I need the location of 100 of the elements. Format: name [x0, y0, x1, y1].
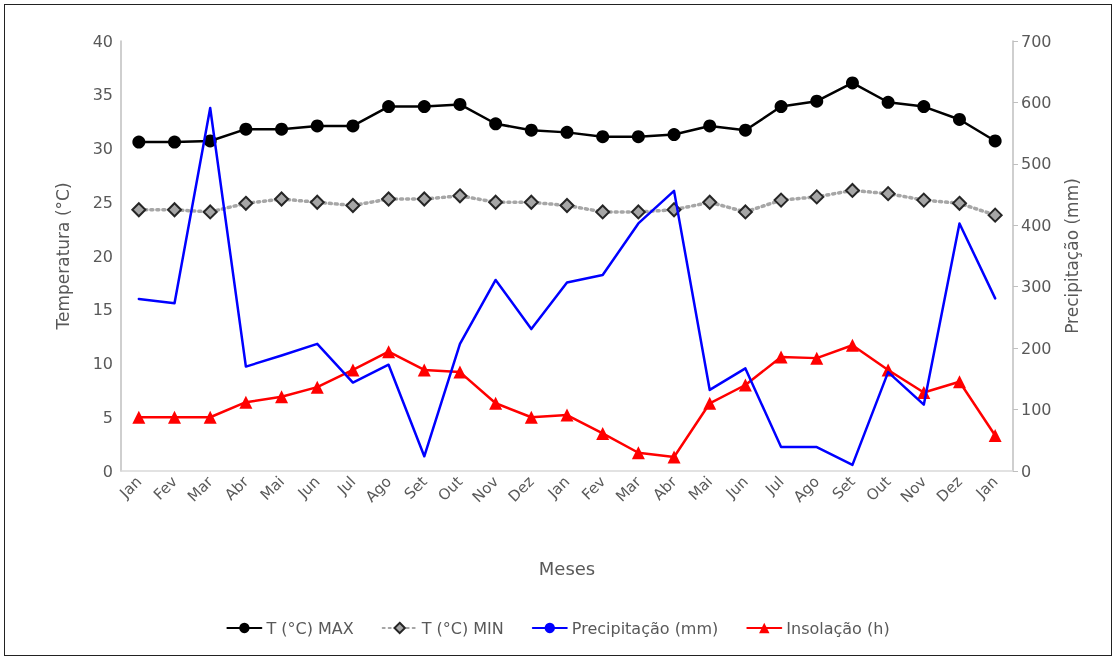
point [524, 410, 538, 424]
point [560, 125, 574, 139]
point [773, 192, 789, 208]
point [988, 429, 1002, 443]
y2-tick-label: 600 [1021, 92, 1052, 112]
point [382, 100, 396, 114]
point [560, 408, 574, 422]
point [595, 204, 611, 220]
point [917, 100, 931, 114]
point [738, 123, 752, 137]
x-tick-label: Jan [543, 472, 574, 503]
point [738, 378, 752, 392]
point [631, 446, 645, 460]
point [202, 204, 218, 220]
y-tick-label: 40 [92, 31, 113, 51]
x-tick-label: Jul [761, 472, 788, 499]
point [489, 117, 503, 131]
point [274, 191, 290, 207]
point [951, 195, 967, 211]
x-tick-label: Dez [932, 472, 966, 506]
point [667, 450, 681, 464]
x-tick-label: Nov [896, 472, 931, 507]
point [310, 380, 324, 394]
point [239, 395, 253, 409]
point [774, 100, 788, 114]
y-tick-label: 35 [92, 85, 113, 105]
x-tick-label: Jan [971, 472, 1002, 503]
point [631, 130, 645, 144]
x-tick-label: Nov [468, 472, 503, 507]
x-tick-label: Out [434, 472, 467, 505]
point [702, 194, 718, 210]
y2-tick-label: 700 [1021, 31, 1052, 51]
y2-tick-label: 400 [1021, 215, 1052, 235]
point [880, 186, 896, 202]
point [452, 188, 468, 204]
point [132, 410, 146, 424]
legend-label: T (°C) MAX [265, 618, 354, 638]
point [275, 390, 289, 404]
y2-tick-label: 500 [1021, 154, 1052, 174]
x-tick-label: Jul [333, 472, 360, 499]
x-tick-label: Ago [789, 472, 824, 506]
y2-tick-label: 300 [1021, 277, 1052, 297]
point [809, 189, 825, 205]
point [275, 122, 289, 136]
x-tick-label: Fev [578, 472, 610, 504]
point [916, 192, 932, 208]
y-tick-label: 0 [102, 461, 113, 481]
point [524, 123, 538, 137]
point [168, 135, 182, 149]
point [630, 204, 646, 220]
point [416, 191, 432, 207]
point [596, 426, 610, 440]
point [167, 202, 183, 218]
y-tick-label: 15 [92, 300, 113, 320]
x-tick-label: Abr [649, 472, 681, 504]
x-tick-label: Jan [115, 472, 146, 503]
point [309, 194, 325, 210]
point [310, 119, 324, 133]
point [345, 197, 361, 213]
y2-axis-title: Precipitação (mm) [1061, 178, 1082, 334]
point [131, 202, 147, 218]
x-tick-label: Mai [256, 472, 288, 504]
x-axis-title: Meses [538, 557, 596, 579]
point [523, 194, 539, 210]
point [382, 345, 396, 359]
y2-tick-label: 100 [1021, 400, 1052, 420]
x-tick-label: Jun [293, 472, 324, 503]
point [239, 122, 253, 136]
point [737, 204, 753, 220]
line-series [137, 106, 997, 467]
point [453, 97, 467, 111]
point [488, 194, 504, 210]
point [596, 130, 610, 144]
point [810, 94, 824, 108]
x-tick-label: Mar [612, 472, 646, 506]
point [132, 135, 146, 149]
x-tick-label: Mar [183, 472, 218, 506]
x-tick-label: Out [862, 472, 895, 505]
point [988, 134, 1002, 148]
point [346, 363, 360, 377]
y-tick-label: 25 [92, 192, 113, 212]
x-tick-label: Fev [149, 472, 181, 504]
point [238, 195, 254, 211]
point [952, 112, 966, 126]
point [489, 396, 503, 410]
x-tick-label: Set [400, 472, 431, 503]
y-tick-label: 10 [92, 354, 113, 373]
point [417, 363, 431, 377]
point [703, 119, 717, 133]
point [381, 191, 397, 207]
x-tick-label: Dez [504, 472, 538, 506]
point [667, 128, 681, 142]
point [203, 410, 217, 424]
y2-tick-label: 200 [1021, 338, 1052, 358]
point [703, 396, 717, 410]
x-tick-label: Set [828, 472, 859, 503]
point [845, 76, 859, 90]
point [417, 100, 431, 114]
y-axis-title: Temperatura (°C) [52, 182, 73, 331]
y2-tick-label: 0 [1021, 461, 1032, 481]
